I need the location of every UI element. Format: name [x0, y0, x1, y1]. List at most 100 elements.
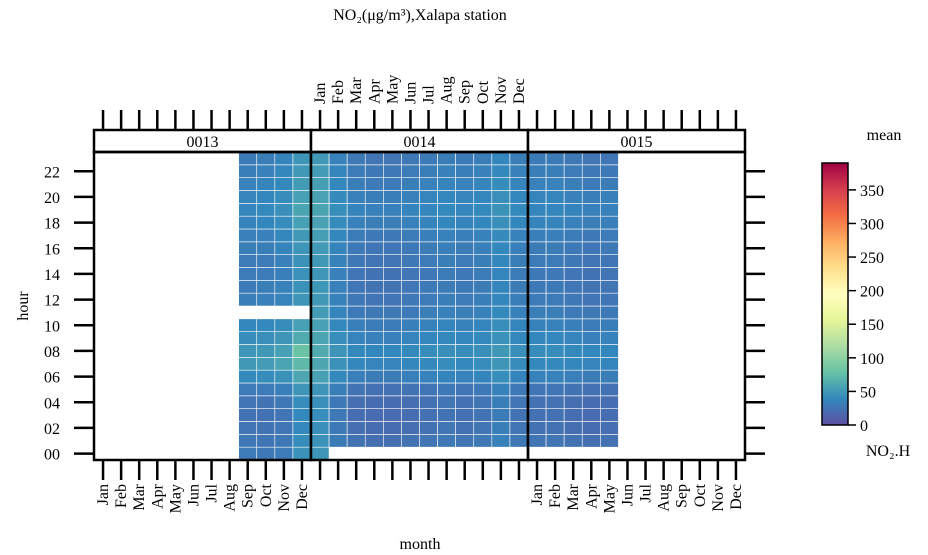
heat-cell: [509, 267, 529, 281]
heat-cell: [292, 446, 312, 461]
heat-cell: [292, 151, 312, 166]
heat-cell: [238, 395, 258, 409]
heat-cell: [419, 369, 438, 384]
heat-cell: [473, 190, 493, 204]
heat-cell: [310, 434, 330, 448]
heat-cell: [581, 305, 601, 320]
heat-cell: [310, 177, 330, 191]
heat-cell: [364, 421, 384, 435]
heat-cell: [292, 331, 312, 345]
x-tick-label: Aug: [222, 484, 239, 512]
heat-cell: [473, 203, 493, 217]
heat-cell: [437, 151, 456, 166]
heat-cell: [563, 318, 583, 332]
heat-cell: [256, 151, 276, 166]
heat-cell: [310, 241, 330, 255]
x-tick-label: Jan: [95, 484, 112, 505]
heat-cell: [473, 434, 493, 448]
heat-cell: [274, 228, 294, 243]
x-tick-label: Oct: [258, 483, 275, 507]
heat-cell: [364, 177, 384, 191]
heat-cell: [274, 292, 294, 307]
heat-cell: [310, 280, 330, 294]
heat-cell: [509, 331, 529, 345]
heat-cell: [346, 151, 366, 166]
heat-cell: [600, 280, 619, 294]
heat-cell: [419, 177, 438, 191]
heat-cell: [292, 280, 312, 294]
heat-cell: [419, 382, 438, 397]
heat-cell: [401, 280, 420, 294]
heat-cell: [346, 190, 366, 204]
heat-cell: [545, 434, 565, 448]
heat-cell: [383, 164, 402, 178]
heat-cell: [310, 305, 330, 320]
heat-cell: [310, 382, 330, 397]
heat-cell: [600, 408, 619, 422]
heat-cell: [256, 331, 276, 345]
heat-cell: [364, 382, 384, 397]
heat-cell: [509, 305, 529, 320]
heat-cell: [238, 164, 258, 178]
y-tick-label: 14: [44, 267, 60, 284]
heat-cell: [509, 421, 529, 435]
heat-cell: [509, 318, 529, 332]
heat-cell: [292, 344, 312, 358]
x-tick-label: Jul: [204, 483, 221, 502]
heat-cell: [600, 382, 619, 397]
heat-cell: [238, 280, 258, 294]
heat-cell: [419, 280, 438, 294]
heat-cell: [527, 203, 547, 217]
heat-cell: [491, 267, 511, 281]
heat-cell: [600, 267, 619, 281]
x-tick-label: Mar: [348, 77, 365, 104]
heat-cell: [563, 241, 583, 255]
heat-cell: [455, 280, 475, 294]
heat-cell: [274, 151, 294, 166]
heat-cell: [238, 369, 258, 384]
heat-cell: [455, 228, 475, 243]
heat-cell: [563, 164, 583, 178]
heat-cell: [473, 228, 493, 243]
heat-cell: [491, 434, 511, 448]
heat-cell: [491, 164, 511, 178]
y-tick-label: 02: [44, 421, 60, 438]
heat-cell: [419, 421, 438, 435]
colorbar-tick-label: 50: [860, 384, 876, 401]
strip-label: 0014: [404, 134, 436, 151]
heat-cell: [401, 318, 420, 332]
heat-cell: [256, 228, 276, 243]
x-tick-label: Jul: [421, 85, 438, 104]
heat-cell: [364, 344, 384, 358]
heat-cell: [437, 267, 456, 281]
heat-cell: [527, 305, 547, 320]
heat-cell: [419, 241, 438, 255]
heat-cell: [527, 382, 547, 397]
heat-cell: [328, 434, 348, 448]
heat-cell: [383, 254, 402, 268]
heat-cell: [437, 254, 456, 268]
heat-cell: [509, 228, 529, 243]
heat-cell: [346, 215, 366, 230]
heat-cell: [437, 395, 456, 409]
heat-cell: [437, 357, 456, 371]
heat-cell: [545, 357, 565, 371]
heat-cell: [581, 267, 601, 281]
heat-cell: [401, 190, 420, 204]
heat-cell: [364, 434, 384, 448]
x-tick-label: Apr: [366, 78, 383, 104]
heat-cell: [581, 421, 601, 435]
colorbar-tick-label: 350: [860, 183, 884, 200]
heat-cell: [238, 318, 258, 332]
heat-cell: [274, 203, 294, 217]
heat-cell: [527, 292, 547, 307]
heat-cell: [581, 318, 601, 332]
x-axis-label: month: [400, 536, 441, 553]
heat-cell: [600, 434, 619, 448]
heat-cell: [346, 280, 366, 294]
heat-cell: [600, 318, 619, 332]
heat-cell: [256, 446, 276, 461]
heat-cell: [509, 395, 529, 409]
heat-cell: [600, 344, 619, 358]
